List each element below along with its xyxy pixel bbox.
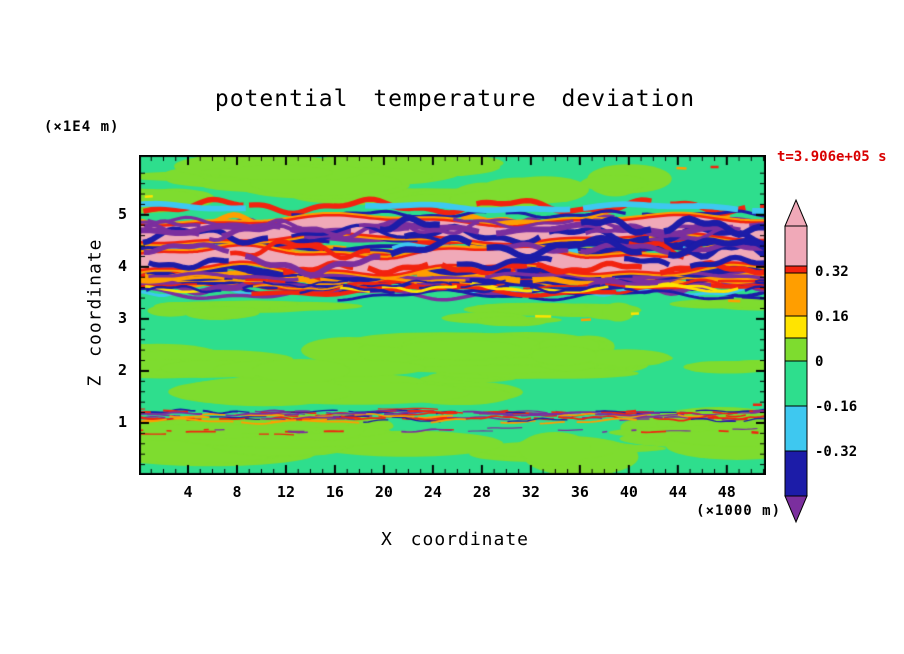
colorbar-segment xyxy=(784,337,808,362)
colorbar-bottom-arrow xyxy=(784,495,808,524)
colorbar-segment xyxy=(784,450,808,497)
x-tick-label: 48 xyxy=(717,483,736,501)
x-tick-label: 28 xyxy=(472,483,491,501)
x-tick-label: 16 xyxy=(325,483,344,501)
x-tick-label: 32 xyxy=(521,483,540,501)
colorbar-top-arrow xyxy=(784,198,808,227)
colorbar-segment xyxy=(784,360,808,407)
colorbar-svg: 0.32 0.16 0 -0.16 -0.32 xyxy=(784,198,857,524)
x-tick-label: 36 xyxy=(570,483,589,501)
z-axis-title: Z coordinate xyxy=(84,238,106,387)
z-tick-label: 1 xyxy=(117,412,127,431)
x-tick-label: 8 xyxy=(232,483,242,501)
contour-plot-canvas xyxy=(139,155,766,475)
colorbar-label: 0 xyxy=(815,354,823,370)
x-tick-label: 40 xyxy=(619,483,638,501)
x-axis-unit-label: (×1000 m) xyxy=(696,503,781,519)
z-tick-label: 2 xyxy=(117,360,127,379)
colorbar-segment xyxy=(784,225,808,267)
z-axis-unit-label: (×1E4 m) xyxy=(44,119,120,135)
colorbar-segment xyxy=(784,272,808,317)
colorbar-segment xyxy=(784,265,808,274)
z-tick-label: 4 xyxy=(117,256,127,275)
x-tick-label: 20 xyxy=(374,483,393,501)
colorbar-label: -0.32 xyxy=(815,444,857,460)
colorbar-label: 0.32 xyxy=(815,264,849,280)
time-label: t=3.906e+05 s xyxy=(777,149,887,165)
colorbar-label: 0.16 xyxy=(815,309,849,325)
z-tick-label: 3 xyxy=(117,308,127,327)
x-tick-label: 44 xyxy=(668,483,687,501)
x-tick-label: 12 xyxy=(276,483,295,501)
colorbar-segment xyxy=(784,315,808,339)
x-tick-label: 24 xyxy=(423,483,442,501)
colorbar-label: -0.16 xyxy=(815,399,857,415)
z-tick-label: 5 xyxy=(117,204,127,223)
x-axis-title: X coordinate xyxy=(380,529,530,550)
colorbar: 0.32 0.16 0 -0.16 -0.32 xyxy=(781,194,901,543)
x-tick-label: 4 xyxy=(183,483,193,501)
page-title: potential temperature deviation xyxy=(214,86,696,112)
colorbar-segment xyxy=(784,405,808,452)
